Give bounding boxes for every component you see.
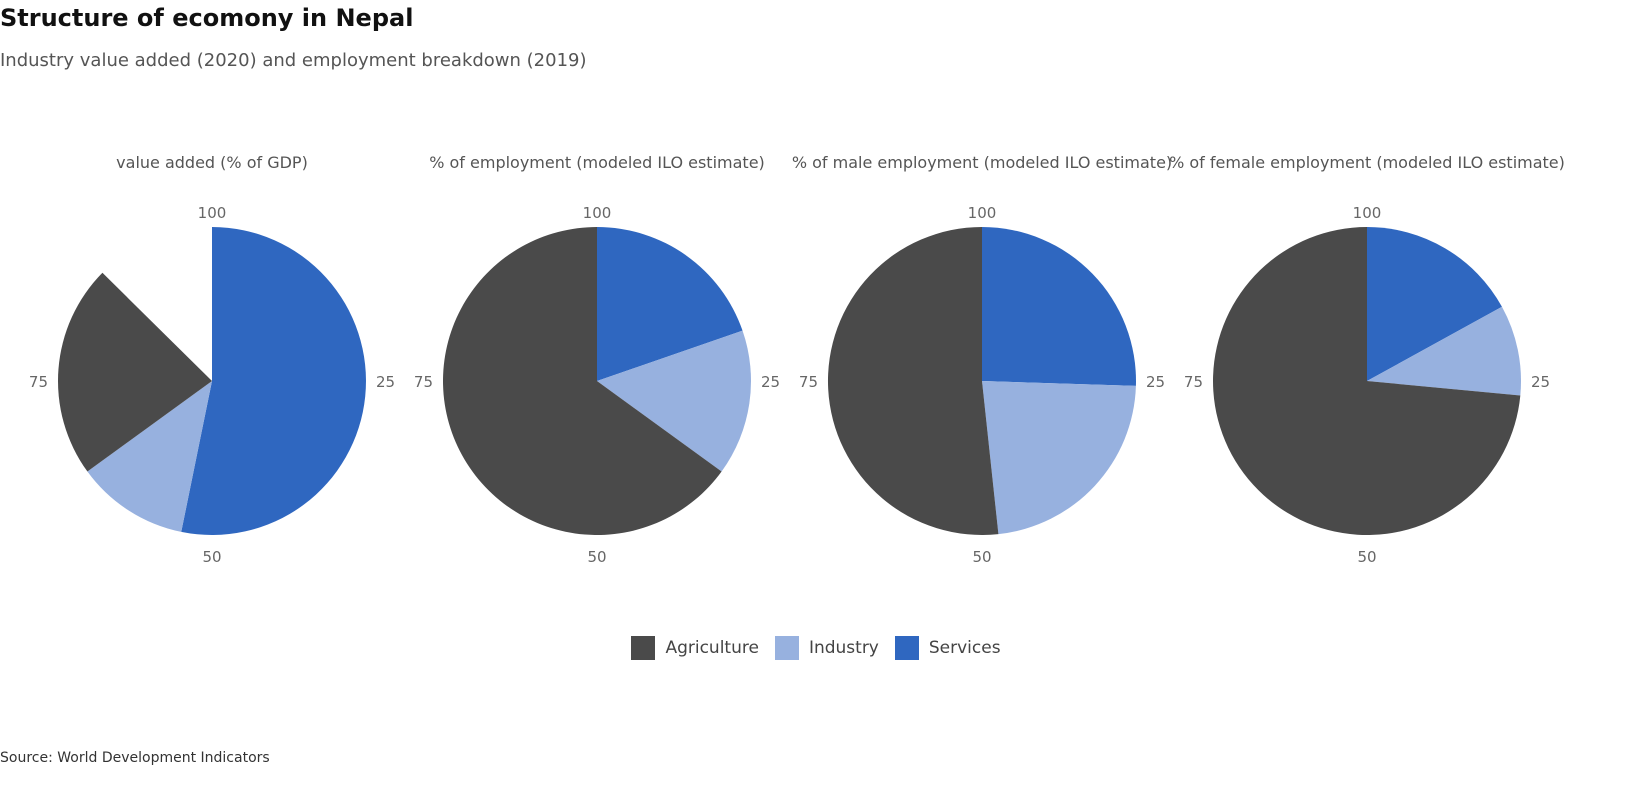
axis-tick-label: 50 bbox=[972, 548, 991, 566]
pie-slice-industry[interactable] bbox=[597, 330, 752, 472]
pie-panel-4: % of female employment (modeled ILO esti… bbox=[1169, 153, 1565, 566]
axis-tick-label: 25 bbox=[376, 373, 395, 391]
pie-panel-3: % of male employment (modeled ILO estima… bbox=[792, 153, 1172, 566]
axis-tick-label: 75 bbox=[414, 373, 433, 391]
pie-slice-industry[interactable] bbox=[87, 381, 212, 532]
pie-panel-1: value added (% of GDP) 100 25 50 75 bbox=[29, 153, 395, 566]
axis-tick-label: 75 bbox=[29, 373, 48, 391]
legend: Agriculture Industry Services bbox=[0, 636, 1632, 660]
pie-slice-services[interactable] bbox=[982, 227, 1136, 386]
axis-tick-label: 100 bbox=[968, 204, 997, 222]
axis-tick-label: 100 bbox=[583, 204, 612, 222]
legend-item-agriculture[interactable]: Agriculture bbox=[631, 636, 759, 660]
legend-item-services[interactable]: Services bbox=[894, 636, 1001, 660]
legend-label-industry: Industry bbox=[808, 638, 879, 658]
chart-title: Structure of ecomony in Nepal bbox=[0, 4, 414, 32]
axis-tick-label: 50 bbox=[1357, 548, 1376, 566]
legend-swatch-agriculture bbox=[631, 636, 656, 660]
legend-item-industry[interactable]: Industry bbox=[774, 636, 879, 660]
axis-tick-label: 75 bbox=[1184, 373, 1203, 391]
chart-subtitle: Industry value added (2020) and employme… bbox=[0, 50, 587, 71]
pie-slice-agriculture[interactable] bbox=[827, 227, 999, 535]
pie-panel-2: % of employment (modeled ILO estimate) 10… bbox=[414, 153, 780, 566]
panel-title: value added (% of GDP) bbox=[116, 153, 308, 172]
pie-slice-agriculture[interactable] bbox=[57, 272, 212, 472]
pie-slice-agriculture[interactable] bbox=[1213, 227, 1521, 535]
pie-slice-industry[interactable] bbox=[1367, 306, 1522, 396]
legend-label-agriculture: Agriculture bbox=[665, 638, 759, 658]
legend-label-services: Services bbox=[928, 638, 1001, 658]
legend-swatch-services bbox=[894, 636, 919, 660]
axis-tick-label: 25 bbox=[1146, 373, 1165, 391]
pie-slice-services[interactable] bbox=[1367, 227, 1502, 381]
axis-tick-label: 25 bbox=[761, 373, 780, 391]
axis-tick-label: 50 bbox=[202, 548, 221, 566]
pie-slice-industry[interactable] bbox=[982, 381, 1136, 535]
legend-swatch-industry bbox=[774, 636, 799, 660]
pie-slice-agriculture[interactable] bbox=[443, 227, 722, 535]
panel-title: % of male employment (modeled ILO estima… bbox=[792, 153, 1172, 172]
panel-title: % of female employment (modeled ILO esti… bbox=[1169, 153, 1565, 172]
axis-tick-label: 100 bbox=[198, 204, 227, 222]
axis-tick-label: 25 bbox=[1531, 373, 1550, 391]
pie-slice-services[interactable] bbox=[597, 227, 743, 381]
axis-tick-label: 100 bbox=[1353, 204, 1382, 222]
pie-slice-services[interactable] bbox=[181, 227, 366, 535]
axis-tick-label: 50 bbox=[587, 548, 606, 566]
panel-title: % of employment (modeled ILO estimate) bbox=[429, 153, 765, 172]
source-note: Source: World Development Indicators bbox=[0, 750, 270, 766]
axis-tick-label: 75 bbox=[799, 373, 818, 391]
